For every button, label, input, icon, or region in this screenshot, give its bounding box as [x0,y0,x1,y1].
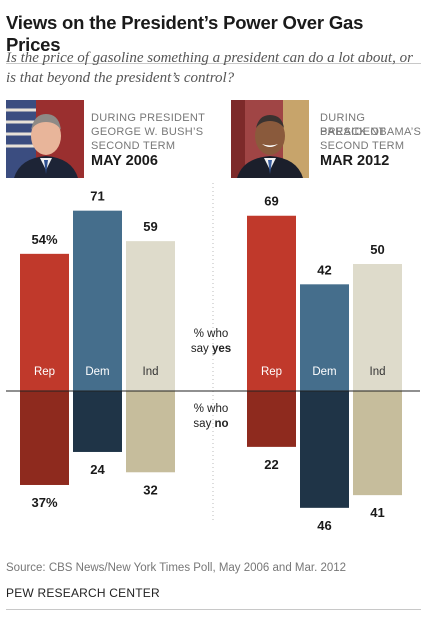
value-label-yes: 59 [143,219,157,234]
value-label-yes: 42 [317,262,331,277]
obama-era-line1: DURING PRESIDENT [320,112,386,138]
category-label-dem: Dem [312,366,336,378]
bar-mar-2012-ind-yes [353,264,402,391]
bush-portrait [6,100,84,178]
chart-subtitle: Is the price of gasoline something a pre… [6,50,413,86]
yes-label-say: say [190,343,212,355]
bar-may-2006-dem-yes [73,210,122,391]
bar-may-2006-rep-yes [20,253,69,391]
obama-era-line2: BARACK OBAMA’S [320,126,422,138]
bar-may-2006-rep-no [20,391,69,485]
bar-chart: 54% 37% Rep 71 24 Dem 59 32 Ind 69 22 Rep 42 46 Dem 50 4… [6,183,420,533]
category-label-rep: Rep [34,366,55,378]
obama-date: MAR 2012 [320,153,390,169]
category-label-dem: Dem [85,366,109,378]
bush-era-line3: SECOND TERM [91,140,176,152]
bar-may-2006-ind-yes [126,241,175,391]
bar-mar-2012-dem-no [300,391,349,508]
bush-era-line1: DURING PRESIDENT [91,112,206,124]
value-label-no: 46 [317,518,331,533]
chart-title: Views on the President’s Power Over Gas … [6,12,421,64]
bottom-rule [6,609,421,610]
obama-era-line3: SECOND TERM [320,140,405,152]
yes-label-prefix: % who [193,328,229,340]
bar-mar-2012-rep-yes [247,215,296,391]
org-name: PEW RESEARCH CENTER [6,586,160,600]
bar-may-2006-dem-no [73,391,122,452]
value-label-yes: 69 [264,194,278,209]
no-label-word: no [214,418,229,430]
no-label-say: say [193,418,215,430]
value-label-no: 22 [264,457,278,472]
no-label: % who say no [176,402,246,432]
obama-portrait [231,100,309,178]
bar-mar-2012-rep-no [247,391,296,447]
value-label-no: 41 [370,505,384,520]
no-label-prefix: % who [193,403,229,415]
value-label-no: 32 [143,482,157,497]
top-rule [0,0,426,6]
category-label-ind: Ind [370,366,386,378]
bar-may-2006-ind-no [126,391,175,473]
value-label-yes: 71 [90,189,104,204]
category-label-ind: Ind [143,366,159,378]
category-label-rep: Rep [261,366,282,378]
value-label-yes: 54% [31,232,57,247]
bar-mar-2012-dem-yes [300,284,349,391]
value-label-no: 24 [90,462,105,477]
yes-label-word: yes [211,343,232,355]
bush-date: MAY 2006 [91,153,158,169]
source-note: Source: CBS News/New York Times Poll, Ma… [6,562,347,574]
yes-label: % who say yes [176,327,246,357]
bar-mar-2012-ind-no [353,391,402,496]
value-label-no: 37% [31,495,57,510]
value-label-yes: 50 [370,242,384,257]
bush-era-line2: GEORGE W. BUSH’S [91,126,204,138]
